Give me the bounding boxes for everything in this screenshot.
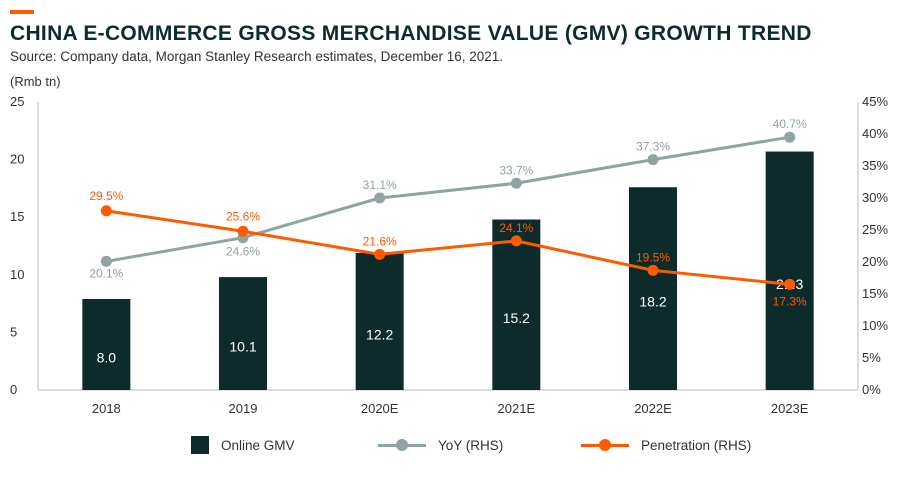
y-left-tick-label: 10: [10, 267, 24, 282]
yoy-data-label: 20.1%: [89, 266, 123, 280]
y-left-tick-label: 0: [10, 382, 17, 397]
bar-online-gmv: [765, 151, 814, 390]
accent-bar: [10, 10, 34, 14]
legend-line-penetration: [581, 436, 629, 454]
legend-line-yoy: [378, 436, 426, 454]
bar-value-label: 18.2: [639, 294, 666, 310]
y-right-tick-label: 35%: [862, 158, 888, 173]
legend-item-penetration: Penetration (RHS): [581, 436, 751, 454]
yoy-data-label: 31.1%: [363, 178, 397, 192]
yoy-data-label: 40.7%: [773, 117, 807, 131]
legend-item-yoy: YoY (RHS): [378, 436, 503, 454]
penetration-point: [374, 248, 386, 260]
y-right-tick-label: 5%: [862, 350, 881, 365]
x-tick-label: 2022E: [634, 401, 672, 416]
penetration-data-label: 17.3%: [773, 294, 807, 308]
y-right-tick-label: 20%: [862, 254, 888, 269]
penetration-data-label: 21.6%: [363, 234, 397, 248]
chart-title: CHINA E-COMMERCE GROSS MERCHANDISE VALUE…: [10, 22, 812, 45]
bar-value-label: 12.2: [366, 326, 393, 342]
left-axis-unit: (Rmb tn): [10, 74, 61, 89]
legend-item-gmv: Online GMV: [191, 436, 295, 454]
x-tick-label: 2020E: [361, 401, 399, 416]
y-left-tick-label: 15: [10, 209, 24, 224]
y-right-tick-label: 45%: [862, 94, 888, 109]
x-tick-label: 2018: [92, 401, 121, 416]
bar-online-gmv: [492, 219, 541, 390]
legend-swatch-gmv: [191, 436, 209, 454]
y-right-tick-label: 30%: [862, 190, 888, 205]
bar-value-label: 15.2: [503, 310, 530, 326]
legend-label-yoy: YoY (RHS): [438, 437, 504, 453]
bar-online-gmv: [219, 277, 267, 390]
penetration-data-label: 24.1%: [499, 221, 533, 235]
yoy-point: [374, 192, 386, 204]
penetration-point: [100, 205, 112, 217]
penetration-point: [510, 235, 522, 247]
y-left-tick-label: 20: [10, 152, 24, 167]
x-tick-label: 2023E: [771, 401, 809, 416]
yoy-point: [784, 131, 796, 143]
x-tick-label: 2021E: [498, 401, 536, 416]
y-right-tick-label: 40%: [862, 126, 888, 141]
yoy-point: [647, 154, 659, 166]
y-right-tick-label: 15%: [862, 286, 888, 301]
bar-online-gmv: [629, 187, 677, 390]
penetration-point: [237, 225, 249, 237]
bar-online-gmv: [355, 252, 404, 390]
yoy-point: [100, 255, 112, 267]
penetration-line: [106, 209, 790, 286]
penetration-point: [784, 278, 796, 290]
legend-label-penetration: Penetration (RHS): [641, 437, 752, 453]
y-right-tick-label: 10%: [862, 318, 888, 333]
yoy-line: [106, 135, 790, 263]
y-left-tick-label: 5: [10, 324, 17, 339]
chart-legend: Online GMV YoY (RHS) Penetration (RHS): [0, 436, 900, 460]
legend-label-gmv: Online GMV: [221, 437, 295, 453]
penetration-point: [647, 264, 659, 276]
penetration-data-label: 19.5%: [636, 250, 670, 264]
yoy-data-label: 33.7%: [499, 163, 533, 177]
yoy-point: [510, 177, 522, 189]
y-left-tick-label: 25: [10, 94, 24, 109]
bar-value-label: 8.0: [97, 349, 117, 365]
y-right-tick-label: 25%: [862, 222, 888, 237]
x-tick-label: 2019: [229, 401, 258, 416]
bar-online-gmv: [82, 298, 131, 390]
penetration-data-label: 29.5%: [89, 189, 123, 203]
y-right-tick-label: 0%: [862, 382, 881, 397]
yoy-data-label: 37.3%: [636, 140, 670, 154]
chart-source: Source: Company data, Morgan Stanley Res…: [10, 49, 504, 64]
yoy-data-label: 24.6%: [226, 245, 260, 259]
penetration-data-label: 25.6%: [226, 209, 260, 223]
bar-value-label: 10.1: [229, 339, 256, 355]
